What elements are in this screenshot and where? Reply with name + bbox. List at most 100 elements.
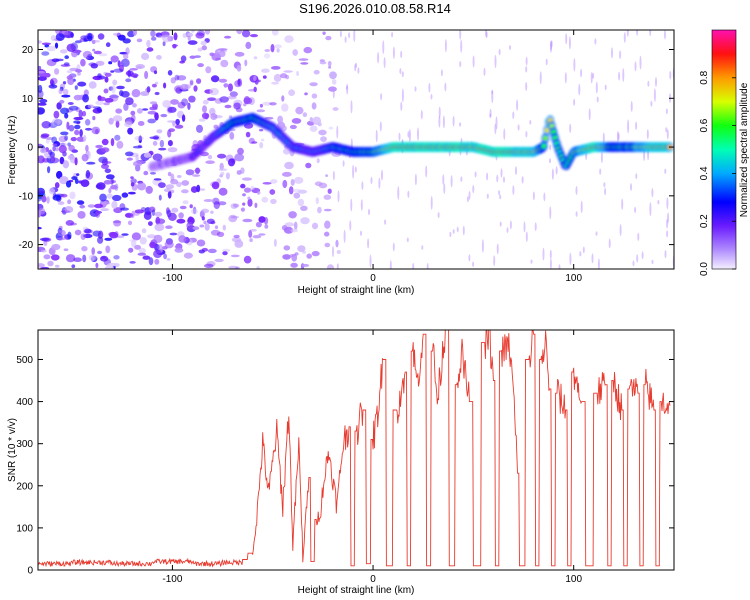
- spectrogram-cell: [121, 192, 129, 198]
- spectrogram-cell: [196, 78, 202, 84]
- spectrogram-cell: [370, 176, 373, 185]
- spectrogram-cell: [426, 262, 429, 269]
- spectrogram-cell: [195, 32, 205, 39]
- spectrogram-cell: [350, 198, 353, 212]
- spectrogram-cell: [59, 99, 65, 104]
- spectrogram-cell: [113, 219, 121, 227]
- spectrogram-cell: [143, 152, 151, 158]
- spectrogram-cell: [309, 117, 313, 123]
- spectrogram-cell: [243, 255, 252, 264]
- spectrogram-cell: [81, 153, 89, 162]
- spectrogram-cell: [534, 222, 537, 232]
- spectrogram-cell: [248, 230, 253, 238]
- spectrogram-cell: [113, 255, 120, 260]
- spectrogram-cell: [171, 207, 179, 213]
- spectrogram-cell: [145, 185, 153, 194]
- spectrogram-cell: [236, 65, 242, 72]
- spectrogram-cell: [481, 239, 484, 253]
- spectrogram-cell: [109, 232, 119, 239]
- spectrogram-cell: [503, 176, 505, 183]
- spectrogram-cell: [282, 148, 291, 155]
- spectrogram-cell: [210, 210, 214, 214]
- spectrogram-cell: [282, 254, 291, 260]
- spectrogram-cell: [323, 208, 332, 212]
- spectrogram-cell: [250, 186, 255, 190]
- spectrogram-cell: [264, 116, 274, 120]
- colorbar: 0.0 0.2 0.4 0.6 0.8 Normalized spectral ampl…: [699, 29, 750, 276]
- spectrogram-cell: [295, 106, 304, 115]
- spectrogram-cell: [169, 232, 178, 236]
- spectrogram-cell: [168, 212, 177, 221]
- spectrogram-cell: [575, 211, 578, 217]
- spectrogram-cell: [262, 75, 267, 79]
- spectrogram-cell: [134, 244, 142, 250]
- spectrogram-cell: [78, 109, 83, 118]
- spectrogram-cell: [132, 103, 137, 108]
- spectrogram-cell: [76, 173, 80, 176]
- spectrogram-cell: [101, 147, 110, 153]
- spectrogram-cell: [98, 53, 108, 57]
- spectrogram-cell: [506, 227, 509, 234]
- spectrogram-cell: [243, 103, 247, 107]
- spectrogram-cell: [304, 92, 308, 96]
- spectrogram-cell: [156, 55, 162, 60]
- spectrogram-cell: [58, 88, 63, 95]
- spectrogram-cell: [575, 186, 578, 195]
- spectrogram-cell: [539, 71, 542, 85]
- spectrogram-cell: [66, 180, 72, 188]
- spectrogram-cell: [472, 261, 475, 267]
- spectrogram-cell: [95, 210, 101, 218]
- spectrogram-cell: [74, 124, 81, 130]
- spectrogram-cell: [240, 183, 246, 189]
- spectrogram-cell: [342, 160, 345, 167]
- spectrogram-cell: [549, 144, 552, 151]
- spectrogram-cell: [242, 202, 246, 206]
- spectrogram-cell: [55, 147, 59, 152]
- spectrogram-cell: [181, 114, 186, 122]
- spectrogram-cell: [120, 58, 130, 67]
- spectrogram-cell: [595, 81, 598, 94]
- spectrogram-cell: [201, 112, 210, 120]
- spectrogram-cell: [101, 163, 109, 169]
- spectrogram-cell: [74, 157, 78, 166]
- spectrogram-cell: [344, 36, 347, 43]
- spectrogram-cell: [335, 239, 339, 248]
- spectrogram-cell: [91, 254, 95, 262]
- spectrogram-cell: [75, 40, 82, 44]
- spectrogram-cell: [131, 232, 141, 241]
- spectrogram-cell: [82, 50, 92, 59]
- spectrogram-cell: [204, 223, 210, 231]
- spectrogram-cell: [253, 86, 257, 93]
- spectrogram-cell: [636, 30, 639, 36]
- spectrogram-cell: [270, 198, 277, 205]
- spectrogram-cell: [311, 222, 319, 230]
- spectrogram-cell: [167, 106, 177, 113]
- spectrogram-cell: [95, 60, 105, 66]
- spectrogram-cell: [38, 107, 45, 115]
- spectrogram-cell: [499, 194, 502, 200]
- spectrogram-cell: [132, 145, 143, 149]
- spectrogram-cell: [149, 106, 158, 111]
- spectrogram-cell: [569, 123, 572, 133]
- spectrogram-cell: [241, 30, 251, 38]
- spectrogram-cell: [218, 50, 226, 58]
- colorbar-frame: [711, 29, 737, 270]
- spectrogram-cell: [512, 111, 515, 119]
- spectrogram-cell: [92, 115, 96, 121]
- spectrogram-cell: [95, 100, 104, 106]
- spectrogram-cell: [167, 190, 172, 199]
- spectrogram-cell: [407, 190, 410, 198]
- spectrogram-cell: [154, 81, 159, 85]
- spectrogram-cell: [108, 117, 114, 125]
- spectrogram-cell: [56, 237, 67, 241]
- spectrogram-cell: [131, 89, 141, 98]
- colorbar-tick-label: 0.6: [699, 118, 710, 132]
- spectrogram-cell: [170, 99, 179, 105]
- spectrogram-cell: [230, 215, 239, 219]
- spectrogram-cell: [460, 39, 463, 53]
- spectrogram-cell: [165, 184, 174, 190]
- spectrogram-cell: [550, 40, 552, 53]
- spectrogram-cell: [186, 221, 194, 230]
- spectrogram-cell: [573, 57, 576, 72]
- spectrogram-cell: [216, 231, 225, 237]
